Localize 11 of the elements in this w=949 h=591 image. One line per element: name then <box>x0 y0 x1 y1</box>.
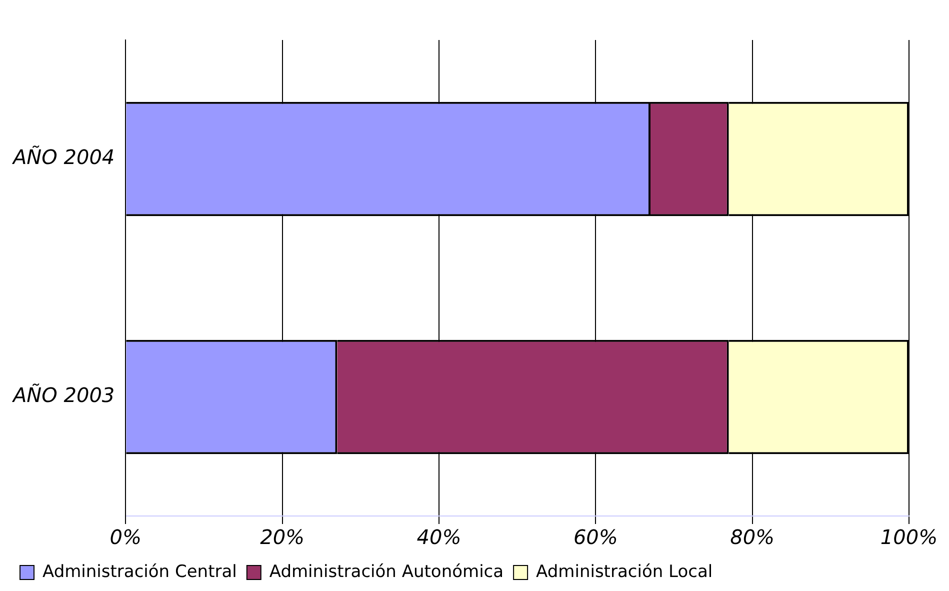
x-tick-label: 60% <box>573 525 618 550</box>
x-tick-label: 100% <box>880 525 938 550</box>
x-tick-label: 80% <box>730 525 775 550</box>
x-tick-label: 0% <box>110 525 142 550</box>
legend-label: Administración Local <box>536 562 713 582</box>
y-tick-label: AÑO 2003 <box>11 383 115 408</box>
x-tick-label: 20% <box>260 525 305 550</box>
x-tick-label: 40% <box>416 525 462 550</box>
legend-label: Administración Central <box>42 562 237 582</box>
y-tick-label: AÑO 2004 <box>11 145 115 170</box>
legend-label: Administración Autonómica <box>269 562 504 582</box>
